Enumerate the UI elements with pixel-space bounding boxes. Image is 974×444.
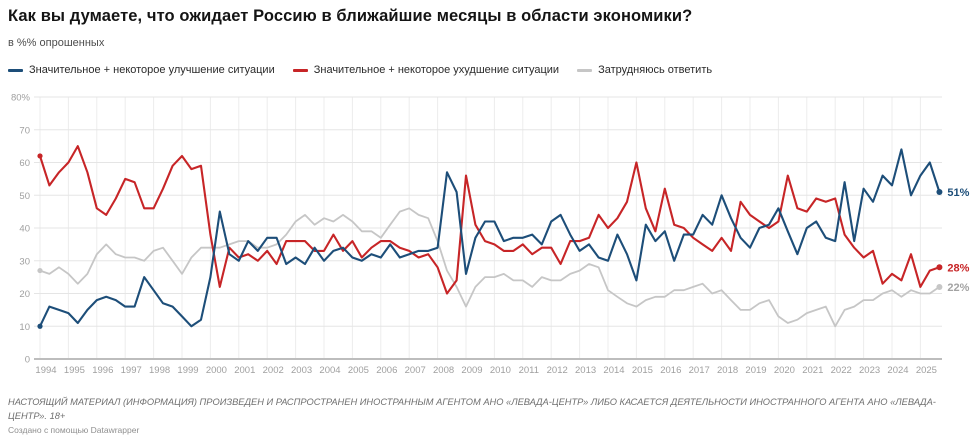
improvement-end-label: 51% [947, 187, 969, 199]
svg-text:0: 0 [25, 355, 30, 366]
undecided-line: 22% [37, 207, 970, 328]
undecided-end-dot [936, 283, 943, 290]
svg-text:50: 50 [19, 191, 30, 202]
x-axis-labels: 1994 1995 1996 1997 1998 1999 2000 2001 2002 2003… [35, 365, 937, 376]
deterioration-end-label: 28% [947, 262, 969, 274]
svg-text:2002: 2002 [263, 365, 284, 376]
svg-text:40: 40 [19, 224, 30, 235]
datawrapper-credit: Создано с помощью Datawrapper [8, 425, 140, 435]
foreign-agent-disclaimer: НАСТОЯЩИЙ МАТЕРИАЛ (ИНФОРМАЦИЯ) ПРОИЗВЕД… [8, 397, 936, 421]
legend-label-improvement: Значительное + некоторое улучшение ситуа… [29, 64, 275, 76]
svg-text:2010: 2010 [490, 365, 511, 376]
legend-swatch-improvement [8, 68, 23, 72]
svg-text:80%: 80% [11, 93, 31, 104]
svg-text:2017: 2017 [689, 365, 710, 376]
svg-text:30: 30 [19, 256, 30, 267]
svg-text:2016: 2016 [660, 365, 681, 376]
svg-text:70: 70 [19, 125, 30, 136]
svg-text:2024: 2024 [887, 365, 908, 376]
improvement-line: 51% [37, 148, 970, 329]
svg-text:2006: 2006 [376, 365, 397, 376]
svg-text:2008: 2008 [433, 365, 454, 376]
svg-text:2023: 2023 [859, 365, 880, 376]
deterioration-end-dot [936, 264, 943, 271]
chart-title: Как вы думаете, что ожидает Россию в бли… [8, 7, 693, 25]
svg-text:2014: 2014 [603, 365, 624, 376]
svg-text:1995: 1995 [64, 365, 85, 376]
legend-swatch-deterioration [292, 68, 308, 72]
svg-text:2003: 2003 [291, 365, 312, 376]
svg-text:1994: 1994 [35, 365, 56, 376]
chart-subtitle: в %% опрошенных [8, 37, 105, 49]
chart-legend: Значительное + некоторое улучшение ситуа… [8, 64, 712, 76]
legend-item-undecided: Затрудняюсь ответить [577, 64, 712, 76]
undecided-end-label: 22% [947, 282, 969, 294]
svg-text:2020: 2020 [774, 365, 795, 376]
undecided-start-dot [37, 267, 43, 274]
svg-text:2005: 2005 [348, 365, 369, 376]
legend-label-undecided: Затрудняюсь ответить [598, 64, 713, 76]
svg-text:2004: 2004 [319, 365, 340, 376]
svg-text:2011: 2011 [519, 365, 539, 376]
svg-text:1998: 1998 [149, 365, 170, 376]
legend-label-deterioration: Значительное + некоторое ухудшение ситуа… [313, 64, 560, 76]
legend-item-deterioration: Значительное + некоторое ухудшение ситуа… [292, 64, 560, 76]
svg-text:2019: 2019 [745, 365, 766, 376]
svg-text:2009: 2009 [461, 365, 482, 376]
svg-text:1997: 1997 [121, 365, 142, 376]
svg-text:2025: 2025 [916, 365, 937, 376]
svg-text:2001: 2001 [234, 365, 255, 376]
svg-text:2022: 2022 [831, 365, 852, 376]
svg-text:10: 10 [19, 322, 30, 333]
deterioration-line: 28% [37, 145, 970, 295]
svg-text:1996: 1996 [92, 365, 113, 376]
svg-text:2012: 2012 [547, 365, 568, 376]
svg-text:2013: 2013 [575, 365, 596, 376]
deterioration-start-dot [37, 153, 43, 159]
y-axis-labels: 0 10 20 30 40 50 60 70 80% [11, 93, 31, 366]
svg-text:1999: 1999 [177, 365, 198, 376]
svg-text:2000: 2000 [206, 365, 227, 376]
horizontal-gridlines [34, 96, 942, 327]
legend-item-improvement: Значительное + некоторое улучшение ситуа… [8, 64, 275, 76]
svg-text:60: 60 [19, 158, 30, 169]
svg-text:2015: 2015 [632, 365, 653, 376]
svg-text:20: 20 [19, 289, 30, 300]
improvement-end-dot [936, 188, 943, 195]
svg-text:2007: 2007 [405, 365, 426, 376]
svg-text:2021: 2021 [802, 365, 823, 376]
improvement-start-dot [37, 323, 43, 329]
legend-swatch-undecided [577, 68, 593, 72]
svg-text:2018: 2018 [717, 365, 738, 376]
